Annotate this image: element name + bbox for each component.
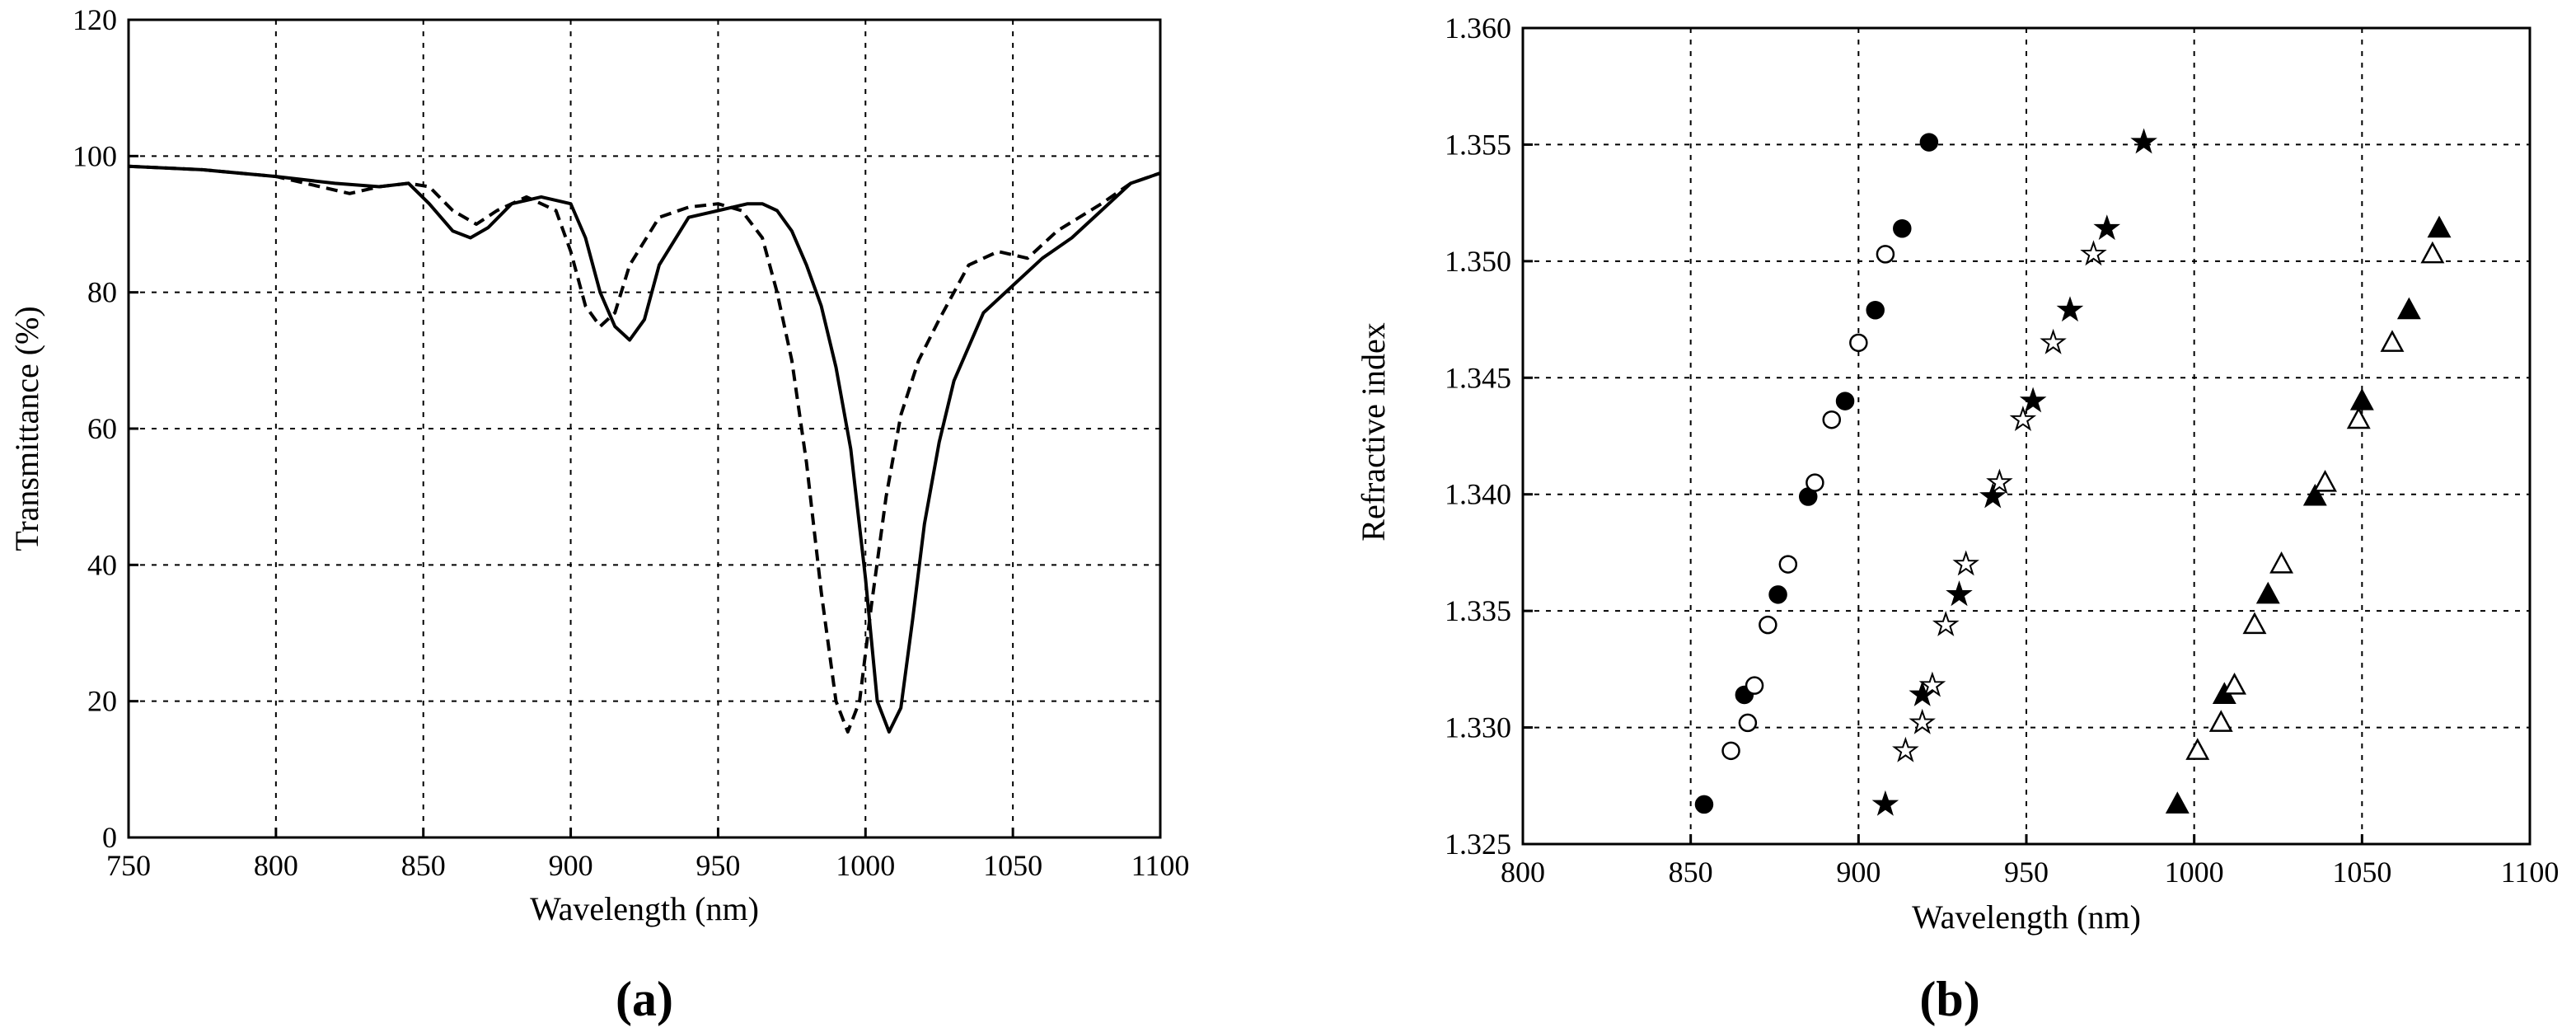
point-star-open xyxy=(1909,708,1936,734)
chart-panel-a: 750 800 850 900 950 1000 1050 1100 0 20 40 60 80 100… xyxy=(8,3,1189,1026)
x-tick-label-b: 1050 xyxy=(2332,856,2391,889)
x-tick-label-a: 800 xyxy=(254,849,298,882)
point-star-open xyxy=(1918,671,1946,697)
point-triangle-filled xyxy=(2349,387,2374,410)
point-star-open xyxy=(2040,328,2067,354)
point-circle-open xyxy=(1849,333,1868,353)
series-group-b xyxy=(1694,128,2452,816)
point-star-open xyxy=(1952,550,1979,576)
point-triangle-open xyxy=(2346,406,2371,429)
point-star-filled xyxy=(2019,387,2047,413)
point-triangle-filled xyxy=(2302,483,2327,506)
point-star-filled xyxy=(2056,296,2084,322)
point-triangle-open xyxy=(2380,330,2405,352)
point-triangle-open xyxy=(2185,738,2210,760)
x-tick-label-b: 900 xyxy=(1836,856,1880,889)
x-tick-label-b: 950 xyxy=(2004,856,2049,889)
y-tick-label-b: 1.340 xyxy=(1445,478,1511,511)
y-tick-label-a: 40 xyxy=(87,548,117,581)
point-star-open xyxy=(1986,468,2013,495)
point-circle-open xyxy=(1806,473,1824,492)
x-tick-label-b: 1000 xyxy=(2165,856,2224,889)
point-circle-filled xyxy=(1893,219,1912,238)
x-tick-label-a: 950 xyxy=(696,849,740,882)
y-tick-label-b: 1.330 xyxy=(1445,711,1511,744)
y-ticks-a: 0 20 40 60 80 100 120 xyxy=(73,3,138,854)
point-star-open xyxy=(2009,406,2037,432)
point-triangle-filled xyxy=(2255,581,2280,604)
x-axis-label-b: Wavelength (nm) xyxy=(1912,898,2141,936)
point-triangle-open xyxy=(2222,673,2246,695)
point-triangle-open xyxy=(2313,469,2337,492)
grid-b xyxy=(1523,28,2530,844)
y-tick-label-a: 20 xyxy=(87,685,117,718)
panel-label-b: (b) xyxy=(1919,972,1979,1026)
point-star-filled xyxy=(1946,580,1973,607)
point-circle-open xyxy=(1738,713,1758,733)
x-tick-label-b: 850 xyxy=(1669,856,1713,889)
y-tick-label-b: 1.350 xyxy=(1445,245,1511,278)
x-tick-label-a: 850 xyxy=(401,849,446,882)
y-tick-label-b: 1.360 xyxy=(1445,12,1511,45)
y-tick-label-a: 100 xyxy=(73,139,117,172)
x-axis-label-a: Wavelength (nm) xyxy=(530,890,759,927)
point-circle-open xyxy=(1822,410,1841,429)
point-star-filled xyxy=(2130,128,2157,154)
chart-panel-b: 800 850 900 950 1000 1050 1100 1.325 1.330 1.335… xyxy=(1355,12,2559,1026)
point-circle-filled xyxy=(1835,392,1855,410)
point-triangle-filled xyxy=(2165,791,2190,814)
x-tick-label-a: 1000 xyxy=(836,849,895,882)
point-star-open xyxy=(1932,610,1960,636)
y-tick-label-a: 60 xyxy=(87,412,117,445)
x-ticks-a: 750 800 850 900 950 1000 1050 1100 xyxy=(106,828,1189,882)
series-line-dashed xyxy=(128,164,1161,734)
point-triangle-filled xyxy=(2427,215,2452,238)
series-line-solid xyxy=(128,164,1161,734)
x-ticks-b: 800 850 900 950 1000 1050 1100 xyxy=(1501,834,2559,889)
point-circle-filled xyxy=(1919,133,1939,152)
point-triangle-open xyxy=(2242,612,2267,635)
point-circle-open xyxy=(1778,555,1798,574)
y-tick-label-a: 0 xyxy=(102,821,117,854)
x-tick-label-b: 1100 xyxy=(2501,856,2560,889)
point-circle-filled xyxy=(1694,795,1714,814)
point-triangle-open xyxy=(2208,710,2233,732)
y-axis-label-b: Refractive index xyxy=(1355,322,1392,541)
point-circle-open xyxy=(1721,741,1740,761)
point-circle-open xyxy=(1745,676,1764,695)
point-star-filled xyxy=(1979,482,2007,509)
y-tick-label-a: 120 xyxy=(73,3,117,36)
point-circle-filled xyxy=(1768,585,1787,604)
x-tick-label-a: 750 xyxy=(106,849,151,882)
y-tick-label-b: 1.345 xyxy=(1445,361,1511,394)
x-tick-label-a: 1100 xyxy=(1131,849,1190,882)
x-tick-label-b: 800 xyxy=(1501,856,1545,889)
point-triangle-open xyxy=(2269,551,2294,574)
point-star-open xyxy=(2080,240,2107,266)
point-triangle-filled xyxy=(2396,297,2421,320)
point-star-open xyxy=(1892,736,1919,762)
y-axis-label-a: Transmittance (%) xyxy=(8,306,45,551)
x-tick-label-a: 900 xyxy=(549,849,593,882)
point-circle-open xyxy=(1876,245,1895,264)
y-tick-label-b: 1.335 xyxy=(1445,594,1511,627)
point-circle-filled xyxy=(1866,301,1885,320)
point-triangle-open xyxy=(2420,241,2445,264)
y-ticks-b: 1.325 1.330 1.335 1.340 1.345 1.350 1.355 1.360 xyxy=(1445,12,1533,861)
x-tick-label-a: 1050 xyxy=(983,849,1042,882)
y-tick-label-b: 1.355 xyxy=(1445,128,1511,161)
point-star-filled xyxy=(1871,790,1899,816)
grid-a xyxy=(129,20,1160,837)
point-circle-open xyxy=(1759,615,1777,635)
y-tick-label-b: 1.325 xyxy=(1445,828,1511,861)
y-tick-label-a: 80 xyxy=(87,276,117,309)
series-group-a xyxy=(128,164,1161,734)
panel-label-a: (a) xyxy=(616,972,673,1026)
point-star-filled xyxy=(2093,214,2121,241)
